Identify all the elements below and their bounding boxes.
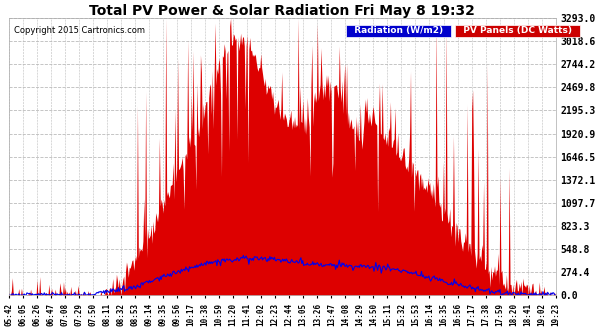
Text: PV Panels (DC Watts): PV Panels (DC Watts)	[457, 26, 578, 35]
Text: Copyright 2015 Cartronics.com: Copyright 2015 Cartronics.com	[14, 26, 145, 35]
Title: Total PV Power & Solar Radiation Fri May 8 19:32: Total PV Power & Solar Radiation Fri May…	[89, 4, 475, 18]
Text: Radiation (W/m2): Radiation (W/m2)	[348, 26, 449, 35]
